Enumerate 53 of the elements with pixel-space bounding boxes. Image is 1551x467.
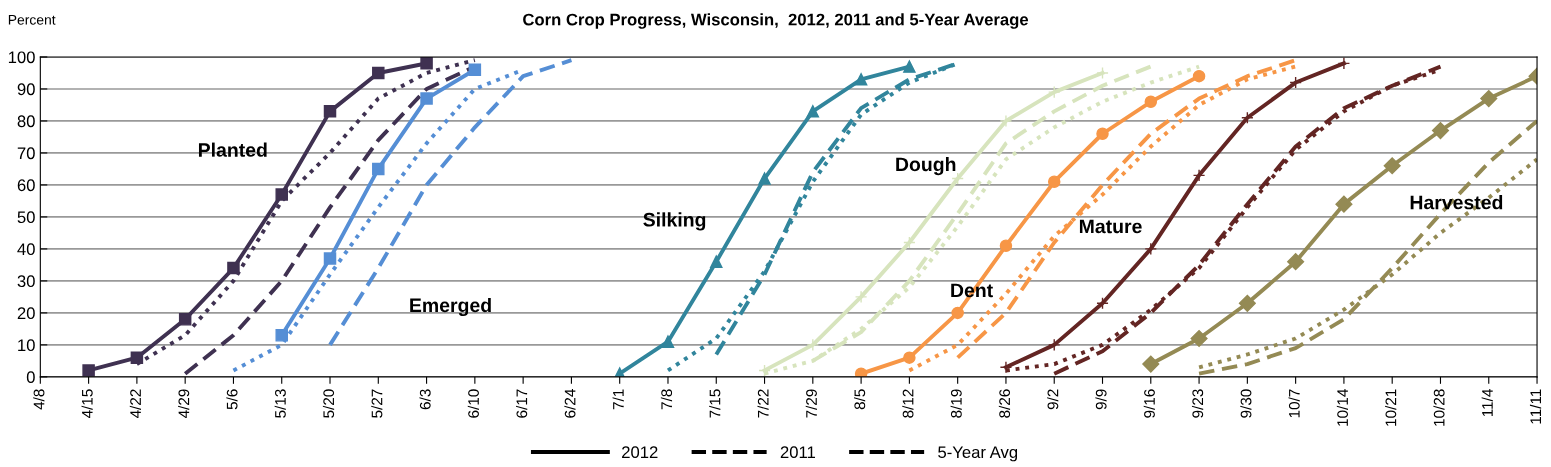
x-tick-label: 7/8 <box>660 389 673 410</box>
x-tick-label: 8/5 <box>853 389 866 410</box>
x-tick-label: 8/19 <box>950 389 962 418</box>
x-tick-label: 6/17 <box>516 389 528 418</box>
y-tick-label: 60 <box>17 179 35 192</box>
x-tick-label: 8/26 <box>998 389 1011 418</box>
x-tick-label: 4/29 <box>178 389 190 419</box>
x-tick-label: 7/1 <box>612 389 624 410</box>
text: 2012 <box>622 446 658 459</box>
text: 2011 <box>780 446 815 459</box>
series-label: Silking <box>643 212 706 231</box>
x-tick-label: 10/28 <box>1433 389 1445 426</box>
text: Emerged <box>410 297 491 317</box>
x-tick-label: 4/22 <box>129 389 141 419</box>
y-tick-label: 0 <box>26 371 35 384</box>
y-tick-label: 70 <box>17 147 35 160</box>
x-tick-label: 5/20 <box>322 389 335 418</box>
y-tick-label: 40 <box>17 243 35 256</box>
x-tick-label: 6/10 <box>467 389 479 418</box>
chart-title: Corn Crop Progress, Wisconsin, 2012, 2011 and 5-Year Average <box>523 13 1029 29</box>
x-tick-label: 11/11 <box>1529 389 1542 424</box>
x-tick-label: 4/8 <box>33 389 45 410</box>
x-tick-label: 6/3 <box>419 389 431 410</box>
x-tick-label: 5/13 <box>274 389 286 418</box>
x-tick-label: 7/15 <box>709 389 721 418</box>
x-tick-label: 7/22 <box>757 389 769 418</box>
x-tick-label: 9/23 <box>1191 389 1204 418</box>
series-label: Planted <box>198 142 267 157</box>
y-tick-label: 80 <box>17 115 35 128</box>
x-tick-label: 9/2 <box>1047 389 1059 410</box>
x-tick-label: 7/29 <box>805 389 817 418</box>
x-tick-label: 5/27 <box>371 389 383 418</box>
y-tick-label: 100 <box>8 51 35 64</box>
x-tick-label: 9/30 <box>1240 389 1252 418</box>
y-tick-label: 90 <box>17 83 35 96</box>
x-tick-label: 9/9 <box>1095 389 1107 410</box>
x-tick-label: 10/21 <box>1385 389 1397 426</box>
text: 5-Year Avg <box>938 446 1018 462</box>
x-tick-label: 5/6 <box>226 389 238 410</box>
x-tick-label: 10/14 <box>1336 389 1349 426</box>
y-axis-title: Percent <box>8 15 56 25</box>
x-tick-label: 8/12 <box>902 389 914 418</box>
x-tick-label: 4/15 <box>81 389 93 419</box>
series-label: Mature <box>1079 219 1142 234</box>
y-tick-label: 30 <box>17 275 35 288</box>
y-tick-label: 20 <box>17 307 35 320</box>
x-tick-label: 6/24 <box>564 389 576 418</box>
x-tick-label: 10/7 <box>1288 389 1300 418</box>
x-tick-label: 9/16 <box>1143 389 1155 418</box>
series-label: Dough <box>896 156 956 176</box>
x-tick-label: 11/4 <box>1481 389 1493 417</box>
y-tick-label: 50 <box>17 211 35 224</box>
y-tick-label: 10 <box>18 339 35 352</box>
